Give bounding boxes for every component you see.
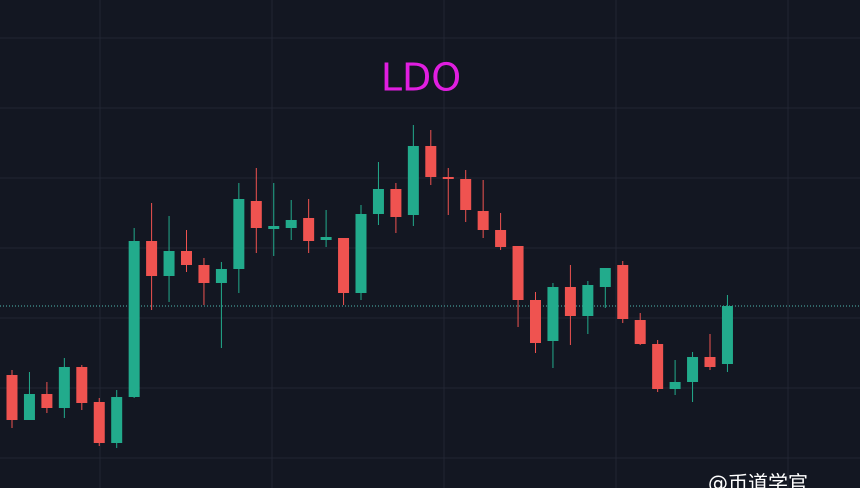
candle-body (704, 357, 716, 367)
candle-body (547, 287, 559, 341)
candle-body (233, 199, 245, 269)
candle-body (23, 394, 35, 420)
candle-body (721, 306, 733, 364)
candle-body (128, 241, 140, 397)
candle-body (495, 230, 507, 247)
candle-body (355, 214, 367, 293)
candle-body (390, 189, 402, 217)
candle-body (477, 211, 489, 230)
candle-body (530, 300, 541, 343)
candle-body (215, 269, 227, 283)
candle-body (425, 146, 437, 177)
candle-body (198, 265, 210, 283)
candle-body (320, 237, 332, 240)
candle-body (460, 179, 472, 210)
watermark: @币道学官 (708, 471, 808, 488)
candle-body (111, 397, 123, 443)
candle-body (407, 146, 419, 215)
candle-body (58, 367, 70, 408)
candle-body (634, 320, 646, 344)
candle-body (303, 218, 315, 241)
candle-body (6, 375, 18, 420)
candle-body (41, 394, 53, 408)
candle-body (564, 287, 576, 316)
candle-body (652, 344, 664, 389)
candle-body (669, 382, 681, 389)
candle-body (372, 189, 384, 214)
candle-body (582, 285, 594, 316)
candle-body (338, 238, 350, 293)
candle-body (76, 367, 88, 403)
candle-body (163, 251, 175, 276)
candle-body (687, 357, 699, 382)
candle-body (599, 268, 611, 287)
candle-body (268, 226, 280, 229)
candle-body (285, 220, 297, 228)
candle-body (93, 402, 105, 443)
candle-body (181, 251, 192, 265)
candle-body (512, 246, 524, 300)
candle-body (250, 201, 262, 228)
candle-body (617, 265, 629, 319)
chart-title: LDO (381, 56, 461, 100)
candle-body (442, 177, 454, 179)
candle-body (146, 241, 158, 276)
